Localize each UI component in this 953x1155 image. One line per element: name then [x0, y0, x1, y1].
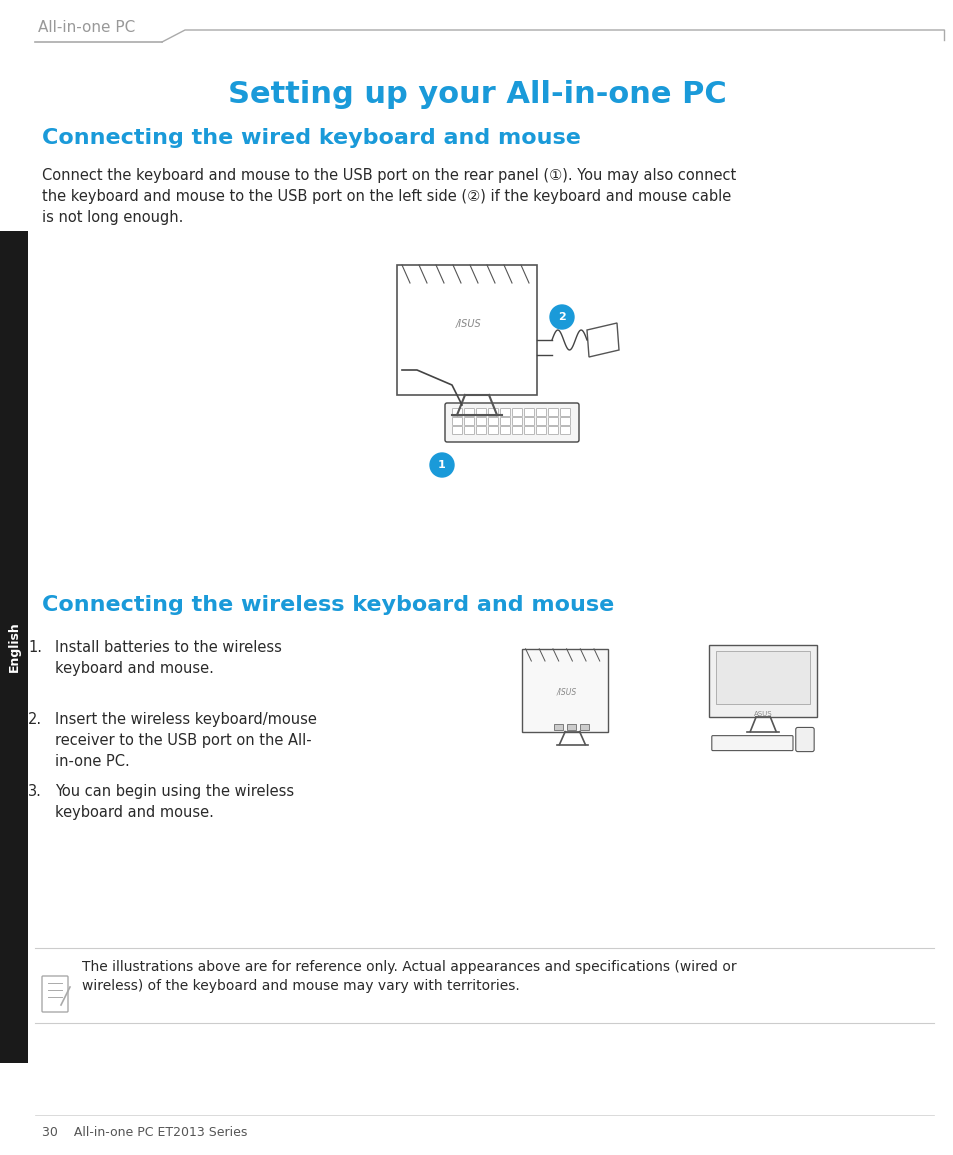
FancyBboxPatch shape: [554, 724, 562, 730]
Text: Connecting the wireless keyboard and mouse: Connecting the wireless keyboard and mou…: [42, 595, 614, 614]
Text: Setting up your All-in-one PC: Setting up your All-in-one PC: [228, 81, 725, 110]
FancyBboxPatch shape: [512, 417, 522, 425]
FancyBboxPatch shape: [548, 409, 558, 417]
FancyBboxPatch shape: [560, 426, 570, 434]
FancyBboxPatch shape: [452, 426, 462, 434]
Polygon shape: [521, 649, 608, 731]
FancyBboxPatch shape: [500, 417, 510, 425]
Text: All-in-one PC: All-in-one PC: [38, 20, 135, 35]
FancyBboxPatch shape: [711, 736, 792, 751]
Text: 1: 1: [437, 460, 445, 470]
Text: ASUS: ASUS: [753, 711, 772, 717]
Text: 3.: 3.: [28, 784, 42, 799]
FancyBboxPatch shape: [476, 417, 486, 425]
FancyBboxPatch shape: [579, 724, 588, 730]
Text: Connect the keyboard and mouse to the USB port on the rear panel (①). You may al: Connect the keyboard and mouse to the US…: [42, 167, 736, 225]
FancyBboxPatch shape: [464, 417, 474, 425]
FancyBboxPatch shape: [795, 728, 813, 752]
Polygon shape: [708, 646, 817, 717]
Text: /ISUS: /ISUS: [556, 687, 577, 696]
Text: Insert the wireless keyboard/mouse
receiver to the USB port on the All-
in-one P: Insert the wireless keyboard/mouse recei…: [55, 711, 316, 769]
FancyBboxPatch shape: [500, 426, 510, 434]
FancyBboxPatch shape: [464, 426, 474, 434]
Text: Connecting the wired keyboard and mouse: Connecting the wired keyboard and mouse: [42, 128, 580, 148]
FancyBboxPatch shape: [524, 426, 534, 434]
FancyBboxPatch shape: [488, 417, 498, 425]
FancyBboxPatch shape: [0, 231, 28, 1063]
Text: 2.: 2.: [28, 711, 42, 726]
FancyBboxPatch shape: [567, 724, 576, 730]
Text: Install batteries to the wireless
keyboard and mouse.: Install batteries to the wireless keyboa…: [55, 640, 281, 676]
FancyBboxPatch shape: [560, 409, 570, 417]
FancyBboxPatch shape: [476, 426, 486, 434]
FancyBboxPatch shape: [452, 417, 462, 425]
FancyBboxPatch shape: [536, 409, 546, 417]
FancyBboxPatch shape: [488, 409, 498, 417]
FancyBboxPatch shape: [488, 426, 498, 434]
FancyBboxPatch shape: [512, 426, 522, 434]
FancyBboxPatch shape: [548, 417, 558, 425]
FancyBboxPatch shape: [42, 976, 68, 1012]
Text: 2: 2: [558, 312, 565, 322]
Polygon shape: [716, 651, 809, 705]
FancyBboxPatch shape: [452, 409, 462, 417]
Circle shape: [550, 305, 574, 329]
FancyBboxPatch shape: [536, 426, 546, 434]
FancyBboxPatch shape: [548, 426, 558, 434]
FancyBboxPatch shape: [512, 409, 522, 417]
FancyBboxPatch shape: [536, 417, 546, 425]
FancyBboxPatch shape: [500, 409, 510, 417]
FancyBboxPatch shape: [560, 417, 570, 425]
Text: English: English: [8, 621, 20, 672]
FancyBboxPatch shape: [464, 409, 474, 417]
Text: The illustrations above are for reference only. Actual appearances and specifica: The illustrations above are for referenc…: [82, 960, 736, 993]
Text: You can begin using the wireless
keyboard and mouse.: You can begin using the wireless keyboar…: [55, 784, 294, 820]
FancyBboxPatch shape: [524, 409, 534, 417]
Text: 1.: 1.: [28, 640, 42, 655]
Text: 30    All-in-one PC ET2013 Series: 30 All-in-one PC ET2013 Series: [42, 1126, 247, 1140]
FancyBboxPatch shape: [524, 417, 534, 425]
Circle shape: [430, 453, 454, 477]
FancyBboxPatch shape: [476, 409, 486, 417]
Text: /ISUS: /ISUS: [456, 319, 481, 329]
FancyBboxPatch shape: [444, 403, 578, 442]
